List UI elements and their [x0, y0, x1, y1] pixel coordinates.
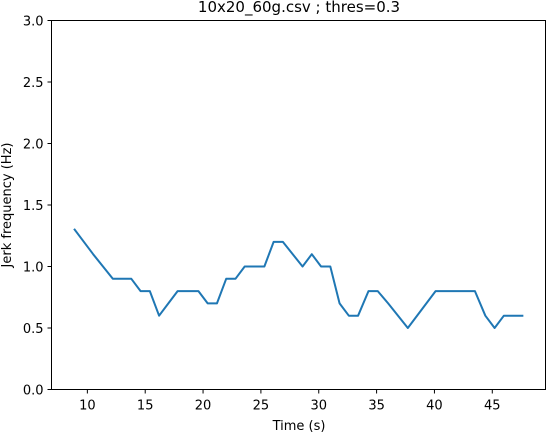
x-tick-label: 35 — [368, 399, 385, 414]
axes-frame — [51, 20, 546, 390]
x-tick-label: 20 — [195, 399, 212, 414]
y-tick-label: 1.0 — [23, 261, 44, 276]
series-line — [73, 228, 524, 329]
y-tick-label: 2.0 — [23, 138, 44, 153]
y-tick-label: 2.5 — [23, 76, 44, 91]
x-tick-label: 45 — [484, 399, 501, 414]
x-tick-label: 10 — [79, 399, 96, 414]
x-tick-label: 25 — [253, 399, 270, 414]
x-tick-label: 30 — [310, 399, 327, 414]
x-tick-label: 15 — [137, 399, 154, 414]
y-tick-label: 0.5 — [23, 322, 44, 337]
x-tick-label: 40 — [426, 399, 443, 414]
y-axis-label: Jerk frequency (Hz) — [0, 143, 15, 269]
chart-title: 10x20_60g.csv ; thres=0.3 — [198, 0, 400, 17]
y-tick-label: 0.0 — [23, 384, 44, 399]
y-tick-label: 1.5 — [23, 199, 44, 214]
y-tick-label: 3.0 — [23, 15, 44, 30]
plot-area — [73, 228, 524, 329]
x-axis-label: Time (s) — [272, 419, 326, 433]
x-axis: 10 15 20 25 30 35 40 45 — [79, 389, 501, 414]
y-axis: 0.0 0.5 1.0 1.5 2.0 2.5 3.0 — [23, 15, 52, 399]
